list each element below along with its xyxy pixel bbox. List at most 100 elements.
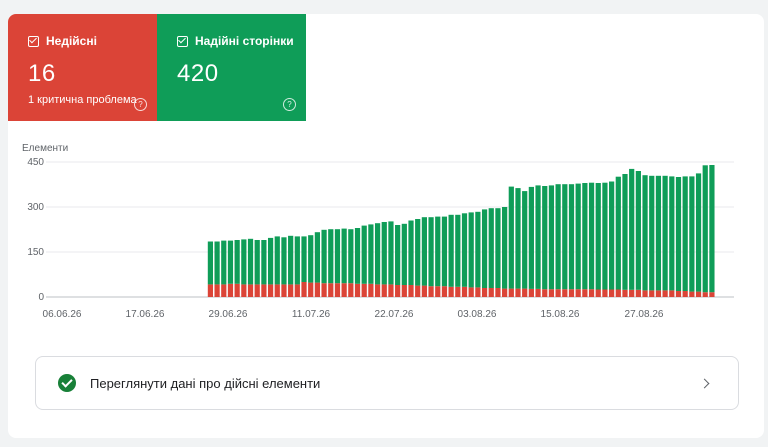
bar-invalid[interactable] — [348, 283, 354, 297]
invalid-tile[interactable]: Недійсні 16 1 критична проблема ? — [8, 14, 157, 121]
bar-valid[interactable] — [515, 188, 521, 289]
bar-valid[interactable] — [207, 241, 214, 285]
bar-valid[interactable] — [321, 229, 327, 284]
bar-valid[interactable] — [675, 177, 682, 291]
bar-valid[interactable] — [361, 225, 367, 284]
bar-invalid[interactable] — [548, 289, 555, 297]
bar-valid[interactable] — [535, 185, 541, 289]
bar-invalid[interactable] — [642, 290, 648, 297]
checkbox-checked-icon[interactable] — [177, 35, 188, 47]
bar-valid[interactable] — [227, 240, 234, 284]
bar-valid[interactable] — [562, 184, 568, 290]
bar-valid[interactable] — [642, 175, 648, 291]
bar-valid[interactable] — [247, 238, 254, 285]
bar-valid[interactable] — [635, 171, 641, 290]
bar-invalid[interactable] — [635, 289, 641, 297]
bar-valid[interactable] — [495, 208, 501, 288]
bar-valid[interactable] — [461, 213, 468, 287]
bar-valid[interactable] — [488, 208, 494, 288]
bar-valid[interactable] — [468, 212, 474, 288]
bar-invalid[interactable] — [575, 289, 581, 297]
bar-invalid[interactable] — [562, 289, 568, 297]
bar-valid[interactable] — [595, 183, 601, 290]
bar-invalid[interactable] — [267, 284, 274, 297]
bar-invalid[interactable] — [582, 289, 588, 297]
bar-invalid[interactable] — [461, 286, 468, 297]
bar-invalid[interactable] — [207, 284, 214, 297]
bar-invalid[interactable] — [421, 285, 427, 297]
bar-valid[interactable] — [455, 214, 461, 287]
bar-invalid[interactable] — [428, 286, 434, 297]
bar-valid[interactable] — [502, 207, 508, 289]
bar-invalid[interactable] — [448, 286, 454, 297]
bar-valid[interactable] — [415, 219, 421, 286]
bar-valid[interactable] — [234, 240, 240, 284]
bar-valid[interactable] — [622, 174, 628, 290]
bar-valid[interactable] — [308, 235, 314, 283]
bar-valid[interactable] — [582, 183, 588, 290]
bar-invalid[interactable] — [615, 289, 621, 298]
bar-valid[interactable] — [709, 165, 715, 293]
bar-invalid[interactable] — [214, 284, 220, 297]
bar-invalid[interactable] — [455, 286, 461, 297]
bar-invalid[interactable] — [495, 288, 501, 297]
bar-valid[interactable] — [662, 175, 668, 291]
bar-invalid[interactable] — [401, 285, 407, 297]
bar-invalid[interactable] — [294, 284, 300, 297]
bar-valid[interactable] — [261, 240, 267, 285]
bar-invalid[interactable] — [241, 284, 247, 297]
bar-invalid[interactable] — [415, 285, 421, 297]
bar-valid[interactable] — [281, 237, 287, 285]
bar-valid[interactable] — [542, 186, 548, 290]
bar-valid[interactable] — [682, 176, 688, 291]
bar-valid[interactable] — [314, 232, 321, 283]
bar-valid[interactable] — [267, 237, 274, 285]
bar-valid[interactable] — [288, 235, 294, 285]
bar-valid[interactable] — [381, 222, 387, 285]
bar-invalid[interactable] — [669, 290, 675, 297]
bar-invalid[interactable] — [247, 284, 254, 297]
bar-valid[interactable] — [368, 224, 374, 284]
bar-invalid[interactable] — [308, 282, 314, 297]
bar-invalid[interactable] — [388, 284, 394, 297]
bar-invalid[interactable] — [221, 284, 227, 297]
bar-valid[interactable] — [629, 168, 635, 290]
bar-valid[interactable] — [609, 181, 615, 290]
bar-invalid[interactable] — [254, 284, 260, 297]
bar-invalid[interactable] — [408, 285, 414, 297]
bar-invalid[interactable] — [682, 291, 688, 297]
bar-valid[interactable] — [341, 228, 347, 284]
bar-invalid[interactable] — [675, 291, 682, 297]
bar-invalid[interactable] — [695, 291, 702, 297]
bar-invalid[interactable] — [281, 284, 287, 297]
bar-invalid[interactable] — [441, 286, 448, 297]
bar-valid[interactable] — [354, 228, 361, 284]
bar-invalid[interactable] — [261, 284, 267, 297]
bar-invalid[interactable] — [535, 288, 541, 297]
bar-invalid[interactable] — [301, 282, 307, 297]
bar-invalid[interactable] — [435, 286, 441, 297]
bar-valid[interactable] — [475, 211, 481, 288]
checkbox-checked-icon[interactable] — [28, 35, 39, 47]
bar-invalid[interactable] — [468, 287, 474, 297]
bar-invalid[interactable] — [568, 289, 575, 297]
bar-valid[interactable] — [334, 229, 341, 284]
bar-invalid[interactable] — [288, 284, 294, 297]
bar-invalid[interactable] — [622, 289, 628, 297]
bar-valid[interactable] — [348, 229, 354, 284]
bar-valid[interactable] — [388, 221, 394, 285]
bar-invalid[interactable] — [522, 288, 528, 297]
bar-valid[interactable] — [602, 182, 608, 290]
bar-invalid[interactable] — [502, 288, 508, 297]
bar-valid[interactable] — [508, 186, 514, 289]
bar-invalid[interactable] — [381, 284, 387, 297]
bar-valid[interactable] — [428, 217, 434, 287]
bar-invalid[interactable] — [274, 284, 280, 297]
bar-invalid[interactable] — [334, 283, 341, 297]
bar-invalid[interactable] — [555, 289, 561, 297]
bar-invalid[interactable] — [709, 292, 715, 297]
bar-invalid[interactable] — [649, 290, 655, 297]
help-icon[interactable]: ? — [283, 98, 296, 111]
bar-valid[interactable] — [655, 175, 662, 291]
bar-valid[interactable] — [689, 176, 695, 292]
